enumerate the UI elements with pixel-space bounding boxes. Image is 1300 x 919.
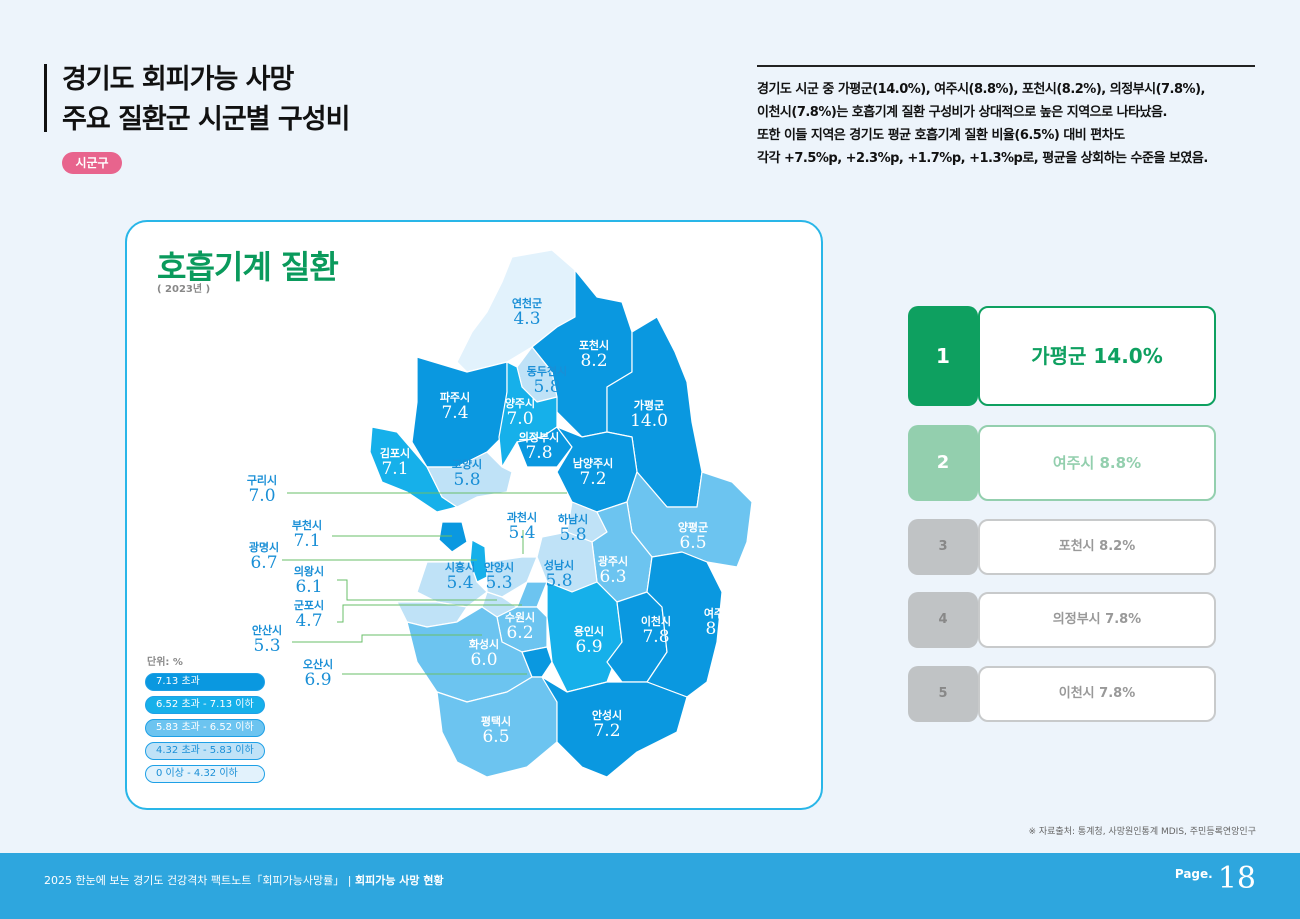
label-yangju: 양주시 7.0 [504,397,536,429]
label-gunpo: 군포시 4.7 [293,599,325,631]
label-yeoju: 여주시 8.8 [703,607,735,639]
rank-label: 포천시 8.2% [978,519,1216,575]
label-icheon: 이천시 7.8 [640,615,672,647]
map-card: 호흡기계 질환 ( 2023년 ) [125,220,823,810]
rank-number: 2 [908,425,978,501]
footer-publication: 2025 한눈에 보는 경기도 건강격차 팩트노트「회피가능사망률」 | [44,874,352,887]
map-title: 호흡기계 질환 [157,248,339,286]
region-gimpo [369,426,458,513]
label-pocheon: 포천시 8.2 [578,339,610,371]
page-label: Page. [1174,867,1213,881]
rank-number: 5 [908,666,978,722]
data-source: ※ 자료출처: 통계청, 사망원인통계 MDIS, 주민등록연앙인구 [1028,827,1256,837]
rank-number: 4 [908,592,978,648]
label-gwangmyeong: 광명시 6.7 [248,541,280,573]
rank-label: 가평군 14.0% [978,306,1216,406]
description-line: 또한 이들 지역은 경기도 평균 호흡기계 질환 비율(6.5%) 대비 편차도 [757,128,1125,143]
label-uijeongbu: 의정부시 7.8 [518,431,560,463]
rank-number: 1 [908,306,978,406]
label-hwaseong: 화성시 6.0 [468,638,500,670]
label-gwacheon: 과천시 5.4 [506,511,538,543]
label-osan: 오산시 6.9 [302,658,334,690]
label-siheung: 시흥시 5.4 [444,561,476,593]
label-anyang: 안양시 5.3 [483,561,515,593]
label-anseong: 안성시 7.2 [591,709,623,741]
title-line-2: 주요 질환군 시군별 구성비 [62,104,350,135]
label-paju: 파주시 7.4 [439,391,471,423]
region-anseong [541,676,688,778]
legend-item: 6.52 초과 - 7.13 이하 [145,696,265,714]
description: 경기도 시군 중 가평군(14.0%), 여주시(8.8%), 포천시(8.2%… [757,78,1277,170]
label-ansan: 안산시 5.3 [251,624,283,656]
label-namyangju: 남양주시 7.2 [572,457,614,489]
page-title: 경기도 회피가능 사망 주요 질환군 시군별 구성비 [62,60,350,140]
map-year: ( 2023년 ) [157,284,211,295]
region-bucheon [438,521,468,553]
label-guri: 구리시 7.0 [246,474,278,506]
unit-label: 단위: % [147,657,183,668]
category-tag: 시군구 [62,152,122,174]
rank-label: 이천시 7.8% [978,666,1216,722]
page-number: 18 [1217,861,1256,896]
legend-item: 4.32 초과 - 5.83 이하 [145,742,265,760]
label-goyang: 고양시 5.8 [451,458,483,490]
label-hanam: 하남시 5.8 [557,513,589,545]
label-pyeongtaek: 평택시 6.5 [480,715,512,747]
page-indicator: Page. 18 [1175,861,1256,896]
label-gimpo: 김포시 7.1 [379,447,411,479]
footer-section: 회피가능 사망 현황 [354,874,444,887]
label-uiwang: 의왕시 6.1 [293,565,325,597]
legend-item: 7.13 초과 [145,673,265,691]
footer-text: 2025 한눈에 보는 경기도 건강격차 팩트노트「회피가능사망률」 | 회피가… [44,872,444,888]
label-gapyeong: 가평군 14.0 [630,399,668,431]
region-gwangmyeong [469,539,488,583]
label-seongnam: 성남시 5.8 [543,559,575,591]
rank-label: 의정부시 7.8% [978,592,1216,648]
region-yeoju [646,551,723,698]
label-yangpyeong: 양평군 6.5 [677,521,709,553]
legend-item: 5.83 초과 - 6.52 이하 [145,719,265,737]
label-bucheon: 부천시 7.1 [291,519,323,551]
description-line: 이천시(7.8%)는 호흡기계 질환 구성비가 상대적으로 높은 지역으로 나타… [757,105,1167,120]
description-divider [757,65,1255,67]
description-line: 각각 +7.5%p, +2.3%p, +1.7%p, +1.3%p로, 평균을 … [757,151,1208,166]
label-dongducheon: 동두천시 5.8 [526,365,568,397]
label-suwon: 수원시 6.2 [504,611,536,643]
rank-label: 여주시 8.8% [978,425,1216,501]
legend-item: 0 이상 - 4.32 이하 [145,765,265,783]
description-line: 경기도 시군 중 가평군(14.0%), 여주시(8.8%), 포천시(8.2%… [757,82,1205,97]
rank-number: 3 [908,519,978,575]
label-yongin: 용인시 6.9 [573,625,605,657]
gyeonggi-choropleth-map [282,249,753,778]
region-osan [521,646,553,678]
title-accent-bar [44,64,47,132]
footer: 2025 한눈에 보는 경기도 건강격차 팩트노트「회피가능사망률」 | 회피가… [0,853,1300,919]
title-line-1: 경기도 회피가능 사망 [62,64,294,95]
label-gwangju: 광주시 6.3 [597,555,629,587]
label-yeoncheon: 연천군 4.3 [511,297,543,329]
